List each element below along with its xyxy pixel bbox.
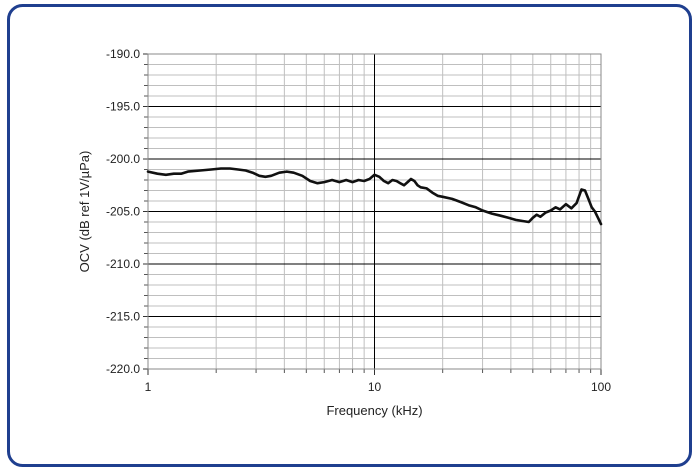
plot-border xyxy=(147,53,602,370)
series-line-ocv xyxy=(146,167,603,226)
y-tick-label: -205.0 xyxy=(106,205,140,219)
y-tick-label: -200.0 xyxy=(106,152,140,166)
x-tick-label: 1 xyxy=(145,380,152,394)
y-axis-tick-labels: -190.0 -195.0 -200.0 -205.0 -210.0 -215.0 -220… xyxy=(106,47,140,376)
x-tick-label: 100 xyxy=(591,380,611,394)
y-tick-label: -220.0 xyxy=(106,362,140,376)
x-tick-label: 10 xyxy=(368,380,382,394)
y-tick-label: -190.0 xyxy=(106,47,140,61)
y-axis-title: OCV (dB ref 1V/µPa) xyxy=(77,151,92,273)
y-tick-label: -215.0 xyxy=(106,310,140,324)
axis-tick-marks xyxy=(143,53,602,375)
x-axis-tick-labels: 1 10 100 xyxy=(145,380,612,394)
y-tick-label: -210.0 xyxy=(106,257,140,271)
y-tick-label: -195.0 xyxy=(106,100,140,114)
x-axis-title: Frequency (kHz) xyxy=(326,403,422,418)
